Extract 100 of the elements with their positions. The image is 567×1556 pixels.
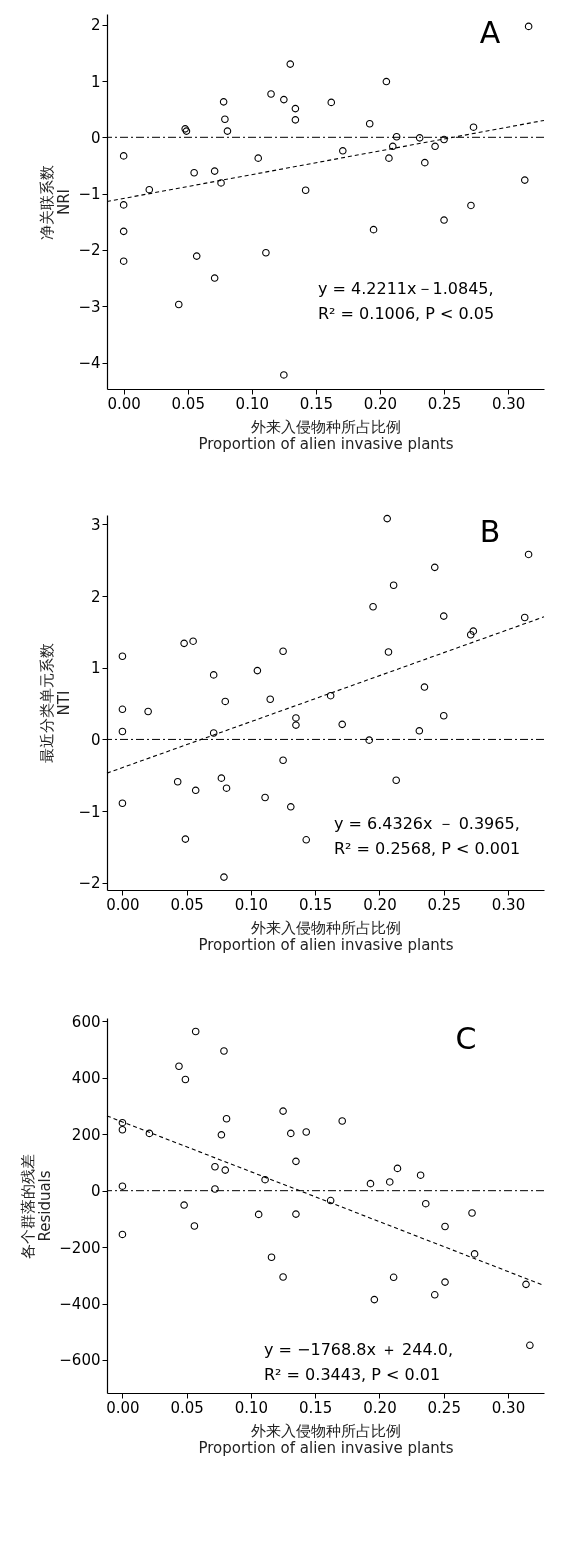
point — [180, 1201, 188, 1209]
x-axis-title: 外来入侵物种所占比例 Proportion of alien invasive plants — [198, 918, 454, 954]
x-tick-label: 0.00 — [106, 1398, 140, 1417]
point — [118, 727, 127, 736]
point — [280, 95, 288, 104]
point — [190, 1222, 199, 1230]
point — [145, 185, 154, 194]
y-tick-label: 2 — [90, 587, 101, 606]
point — [470, 1250, 479, 1258]
point — [389, 581, 398, 590]
y-tick-label: 600 — [71, 1012, 101, 1031]
point — [468, 1209, 476, 1217]
point — [469, 627, 478, 635]
point — [421, 158, 429, 167]
point — [209, 729, 218, 737]
point — [180, 639, 188, 648]
point — [189, 637, 197, 645]
point — [119, 152, 128, 160]
x-axis-title: 外来入侵物种所占比例 Proportion of alien invasive plants — [198, 1421, 454, 1457]
point — [144, 707, 152, 716]
x-tick-label: 0.05 — [170, 895, 204, 914]
x-tick-label: 0.20 — [363, 1398, 397, 1417]
point — [369, 225, 378, 234]
point — [279, 647, 287, 656]
y-tick-label: 0 — [90, 730, 101, 749]
point — [365, 120, 374, 128]
point — [393, 1164, 402, 1173]
y-tick-label: −1 — [78, 185, 101, 204]
y-tick-label: −200 — [59, 1238, 101, 1257]
point — [522, 1280, 530, 1289]
point — [384, 648, 393, 656]
annotation: y = 4.2211x－1.0845, — [318, 279, 494, 298]
x-tick-label: 0.00 — [106, 895, 140, 914]
point — [385, 1178, 394, 1186]
y-tick-label: −400 — [59, 1295, 101, 1314]
point — [253, 666, 262, 675]
chart-title: B — [479, 514, 501, 549]
point — [220, 873, 228, 881]
y-tick-label: 1 — [90, 659, 101, 678]
chart-title: A — [479, 15, 501, 50]
point — [392, 776, 400, 785]
point — [222, 784, 231, 792]
point — [211, 1162, 219, 1171]
point — [192, 252, 201, 260]
point — [173, 777, 182, 786]
y-tick-label: 0 — [90, 128, 101, 147]
point — [524, 22, 533, 31]
point — [441, 1222, 449, 1231]
x-tick-label: 0.05 — [170, 1398, 204, 1417]
y-tick-label: 3 — [90, 515, 101, 534]
point — [292, 714, 300, 722]
point — [440, 216, 448, 224]
y-tick-label: −2 — [78, 874, 101, 893]
y-axis-title: 净关联系数 NRI — [38, 164, 74, 240]
x-tick-label: 0.10 — [234, 1398, 269, 1417]
point — [118, 1125, 127, 1134]
y-tick-label: −4 — [78, 354, 101, 373]
point — [118, 652, 127, 661]
y-tick-label: 2 — [90, 16, 101, 35]
point — [439, 711, 448, 720]
point — [431, 142, 439, 151]
point — [190, 169, 198, 177]
point — [382, 77, 391, 86]
point — [291, 116, 300, 124]
x-tick-label: 0.30 — [491, 895, 526, 914]
x-tick-label: 0.15 — [299, 1398, 333, 1417]
point — [421, 1199, 430, 1208]
y-tick-label: 400 — [71, 1069, 101, 1088]
point — [287, 1129, 295, 1138]
x-tick-label: 0.05 — [171, 394, 205, 413]
point — [441, 1278, 449, 1286]
x-axis-title: 外来入侵物种所占比例 Proportion of alien invasive plants — [198, 417, 454, 453]
point — [440, 135, 448, 144]
point — [221, 115, 229, 124]
point — [222, 1114, 231, 1123]
point — [369, 602, 377, 611]
point — [221, 697, 230, 706]
annotation: R² = 0.1006, P < 0.05 — [318, 304, 495, 323]
point — [220, 1047, 228, 1055]
point — [326, 691, 335, 700]
point — [267, 1253, 276, 1262]
point — [280, 371, 288, 379]
x-tick-label: 0.20 — [363, 394, 398, 413]
point — [261, 1175, 269, 1184]
x-tick-label: 0.25 — [427, 1398, 461, 1417]
point — [267, 90, 275, 98]
point — [365, 736, 373, 744]
point — [526, 1341, 534, 1350]
point — [118, 705, 127, 714]
point — [292, 1210, 300, 1218]
y-axis-title: 最近分类单元系数 NTI — [38, 643, 74, 763]
x-tick-label: 0.15 — [299, 895, 333, 914]
y-tick-label: −600 — [59, 1351, 101, 1370]
annotation: y = −1768.8x ＋ 244.0, — [264, 1340, 453, 1359]
point — [209, 671, 218, 679]
point — [119, 227, 128, 236]
chart-title: C — [455, 1021, 477, 1056]
point — [119, 257, 128, 265]
point — [223, 127, 232, 135]
point — [327, 98, 336, 107]
